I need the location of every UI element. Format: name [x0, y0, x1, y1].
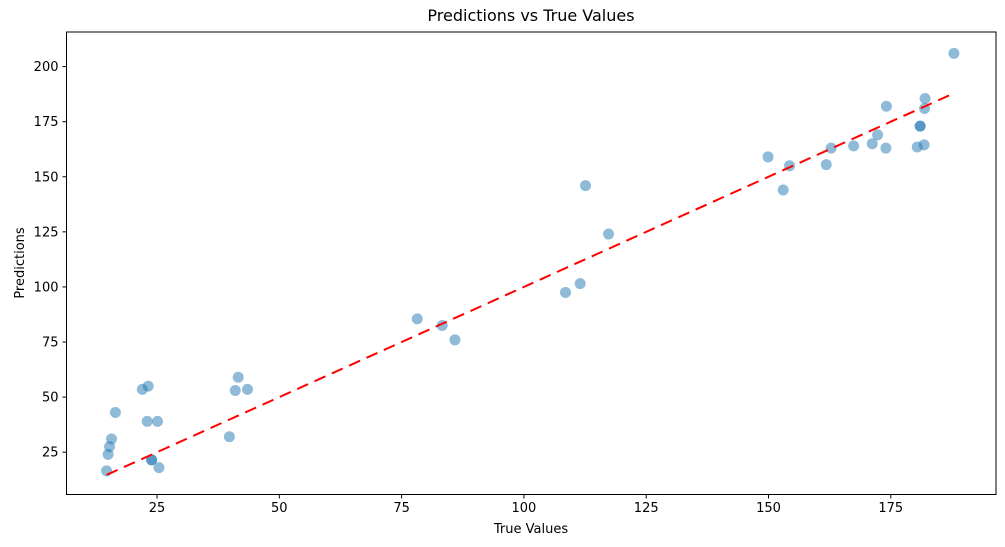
- data-point: [580, 180, 592, 192]
- data-point: [762, 151, 774, 163]
- y-tick-label: 75: [42, 336, 59, 351]
- x-tick-label: 50: [271, 501, 288, 516]
- data-point: [777, 184, 789, 196]
- data-point: [151, 415, 163, 427]
- data-point: [223, 431, 235, 443]
- data-point: [141, 415, 153, 427]
- identity-line: [106, 92, 955, 476]
- x-tick-label: 100: [511, 501, 536, 516]
- y-tick-label: 150: [34, 170, 59, 185]
- data-point: [142, 380, 154, 392]
- data-point: [109, 407, 121, 419]
- data-point: [449, 334, 461, 346]
- data-point: [948, 47, 960, 59]
- plot-area: [66, 32, 996, 495]
- data-point: [919, 93, 931, 105]
- y-tick-label: 25: [42, 446, 59, 461]
- data-point: [914, 120, 926, 132]
- y-tick-label: 100: [34, 280, 59, 295]
- data-point: [880, 142, 892, 154]
- data-point: [866, 138, 878, 150]
- x-tick-label: 150: [756, 501, 781, 516]
- data-point: [411, 313, 423, 325]
- y-tick-label: 50: [42, 391, 59, 406]
- data-point: [880, 100, 892, 112]
- x-tick-label: 25: [149, 501, 166, 516]
- data-point: [559, 286, 571, 298]
- y-tick-label: 175: [34, 115, 59, 130]
- data-point: [820, 159, 832, 171]
- x-tick-label: 175: [878, 501, 903, 516]
- data-point: [848, 140, 860, 152]
- y-tick-label: 200: [34, 60, 59, 75]
- data-point: [918, 139, 930, 151]
- data-point: [146, 454, 158, 466]
- y-tick-label: 125: [34, 225, 59, 240]
- data-point: [242, 383, 254, 395]
- data-point: [153, 462, 165, 474]
- axes-frame: [66, 31, 997, 495]
- data-point: [603, 228, 615, 240]
- x-tick-label: 125: [634, 501, 659, 516]
- data-point: [825, 142, 837, 154]
- data-point: [229, 384, 241, 396]
- y-axis-label: Predictions: [13, 227, 28, 299]
- data-point: [106, 433, 118, 445]
- data-point: [574, 278, 586, 290]
- x-tick-label: 75: [393, 501, 410, 516]
- x-axis-label: True Values: [493, 522, 569, 537]
- data-point: [872, 129, 884, 141]
- data-point: [232, 371, 244, 383]
- chart-title: Predictions vs True Values: [427, 6, 635, 25]
